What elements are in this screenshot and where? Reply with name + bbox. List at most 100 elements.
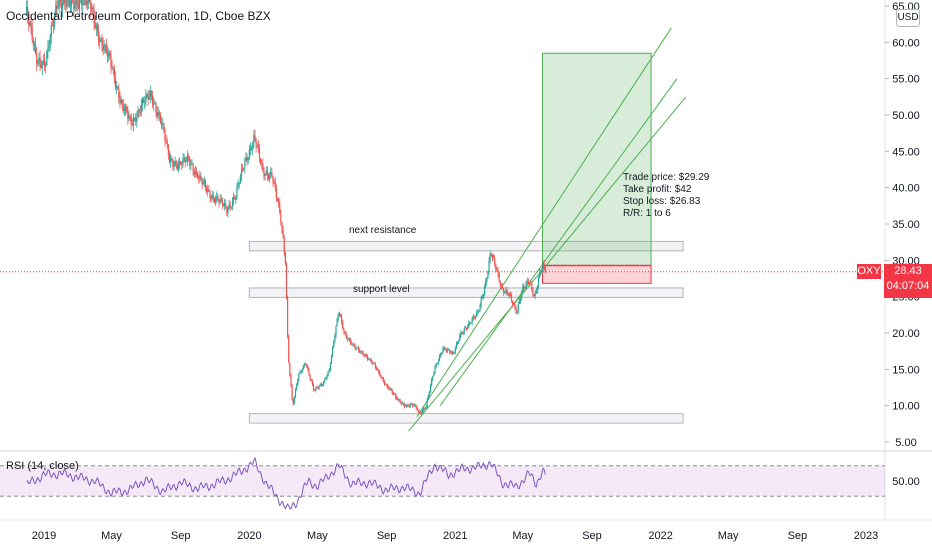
candle-body [506, 289, 508, 293]
candle-body [373, 362, 375, 364]
candle-body [33, 44, 36, 46]
candle-body [428, 391, 431, 396]
candle-body [171, 158, 173, 160]
candle-body [55, 5, 57, 13]
candle-body [100, 38, 102, 42]
candle-body [504, 292, 506, 293]
y-tick-label: 10.00 [892, 401, 920, 413]
candle-body [81, 0, 83, 5]
y-tick-label: 40.00 [892, 183, 920, 195]
candle-body [37, 60, 39, 64]
candle-body [478, 310, 480, 312]
candle-body [164, 131, 166, 141]
candle-body [86, 1, 88, 5]
candle-body [346, 337, 348, 340]
candle-body [135, 117, 137, 122]
candle-body [27, 6, 29, 18]
candle-body [282, 229, 284, 239]
candle-body [114, 78, 117, 88]
candle-body [476, 312, 478, 317]
candle-body [230, 206, 232, 208]
candle-body [446, 349, 449, 352]
candle-body [144, 102, 146, 104]
x-tick-label: Sep [377, 530, 397, 542]
candle-body [379, 372, 381, 377]
candle-body [159, 114, 162, 123]
candle-body [348, 338, 351, 340]
candle-body [273, 181, 275, 183]
x-tick-label: May [101, 530, 122, 542]
candle-body [245, 157, 247, 162]
candle-body [382, 377, 384, 382]
candle-body [544, 267, 546, 273]
candle-body [208, 189, 210, 191]
candle-body [344, 331, 346, 334]
candle-body [298, 373, 300, 380]
candle-body [397, 399, 399, 400]
candle-body [160, 122, 163, 125]
candle-body [422, 409, 424, 414]
candle-body [435, 363, 437, 368]
bar-countdown: 04:07:04 [886, 280, 930, 292]
candle-body [458, 340, 460, 343]
candle-body [494, 257, 496, 264]
candle-body [61, 3, 64, 9]
candle-body [219, 198, 221, 203]
candle-body [82, 4, 84, 6]
candle-body [429, 385, 432, 392]
candle-body [136, 117, 138, 122]
candle-body [203, 181, 205, 183]
candle-body [283, 238, 285, 253]
candle-body [501, 286, 504, 289]
candle-body [309, 375, 311, 380]
candle-body [169, 158, 172, 163]
candle-body [417, 410, 419, 412]
candle-body [217, 196, 219, 201]
candle-body [389, 388, 391, 390]
candle-body [539, 272, 541, 278]
candle-body [294, 389, 297, 397]
candle-body [338, 313, 340, 316]
candle-body [185, 160, 187, 163]
candle-body [406, 404, 408, 407]
candle-body [68, 0, 70, 6]
candle-body [157, 112, 159, 117]
candle-body [455, 343, 458, 349]
candle-body [332, 346, 334, 356]
candle-body [192, 164, 194, 171]
candle-body [199, 175, 201, 179]
candle-body [99, 41, 101, 43]
symbol-badge: OXY [857, 264, 881, 279]
candle-body [425, 406, 427, 409]
candle-body [34, 44, 37, 54]
candle-body [468, 322, 470, 327]
candle-body [167, 144, 169, 155]
candle-body [128, 116, 130, 119]
candle-body [324, 378, 326, 382]
candle-body [118, 88, 120, 99]
candle-body [260, 158, 262, 164]
candle-body [415, 404, 417, 408]
candle-body [191, 164, 193, 165]
candle-body [106, 53, 109, 57]
risk-reward-note: R/R: 1 to 6 [623, 208, 671, 219]
candle-body [541, 267, 543, 273]
candle-body [380, 376, 382, 378]
candle-body [272, 176, 274, 182]
candle-body [240, 168, 243, 177]
candle-body [407, 404, 409, 406]
candle-body [154, 103, 156, 105]
candle-body [177, 164, 180, 169]
candle-body [526, 281, 528, 283]
candle-body [359, 350, 361, 353]
x-tick-label: Sep [582, 530, 602, 542]
candle-body [450, 352, 452, 354]
candle-body [516, 311, 518, 313]
candle-body [145, 94, 147, 103]
candle-body [320, 384, 322, 386]
candle-body [487, 271, 489, 279]
candle-body [308, 369, 310, 376]
candle-body [432, 375, 434, 380]
currency-button[interactable]: USD [896, 9, 920, 27]
